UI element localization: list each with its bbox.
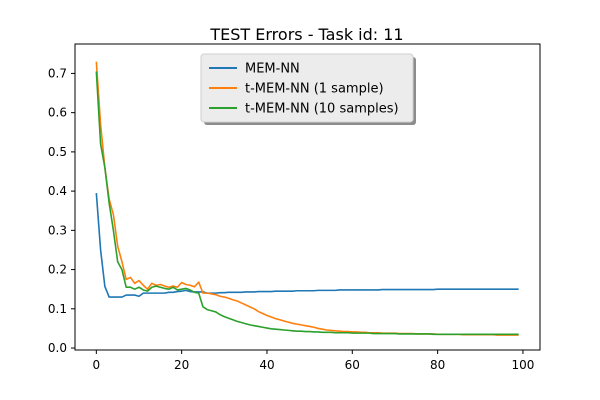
y-tick-label: 0.3 [48, 223, 67, 237]
y-tick-label: 0.6 [48, 106, 67, 120]
x-axis: 0 20 40 60 80 100 [93, 350, 534, 372]
legend-label-3: t-MEM-NN (10 samples) [245, 102, 399, 117]
x-tick-label: 40 [259, 358, 274, 372]
y-tick-label: 0.0 [48, 341, 67, 355]
chart-title: TEST Errors - Task id: 11 [209, 25, 403, 44]
y-tick-label: 0.7 [48, 66, 67, 80]
y-axis: 0.0 0.1 0.2 0.3 0.4 0.5 0.6 0.7 [48, 66, 75, 355]
y-tick-label: 0.1 [48, 302, 67, 316]
series-line-1 [95, 193, 519, 298]
plot-frame [74, 43, 541, 351]
legend-entries: MEM-NN t-MEM-NN (1 sample) t-MEM-NN (10 sa… [209, 62, 399, 117]
x-tick-label: 20 [174, 358, 189, 372]
legend-box [200, 53, 414, 123]
legend-label-1: MEM-NN [245, 62, 300, 77]
y-tick-label: 0.4 [48, 184, 67, 198]
plot-area [74, 43, 541, 351]
y-tick-label: 0.5 [48, 145, 67, 159]
x-tick-label: 80 [430, 358, 445, 372]
legend: MEM-NN t-MEM-NN (1 sample) t-MEM-NN (10 sa… [200, 53, 416, 125]
x-tick-label: 0 [93, 358, 101, 372]
y-tick-label: 0.2 [48, 263, 67, 277]
legend-label-2: t-MEM-NN (1 sample) [245, 82, 384, 97]
x-tick-label: 100 [511, 358, 534, 372]
series-group [95, 61, 519, 336]
series-line-3 [95, 71, 519, 336]
x-tick-label: 60 [345, 358, 360, 372]
